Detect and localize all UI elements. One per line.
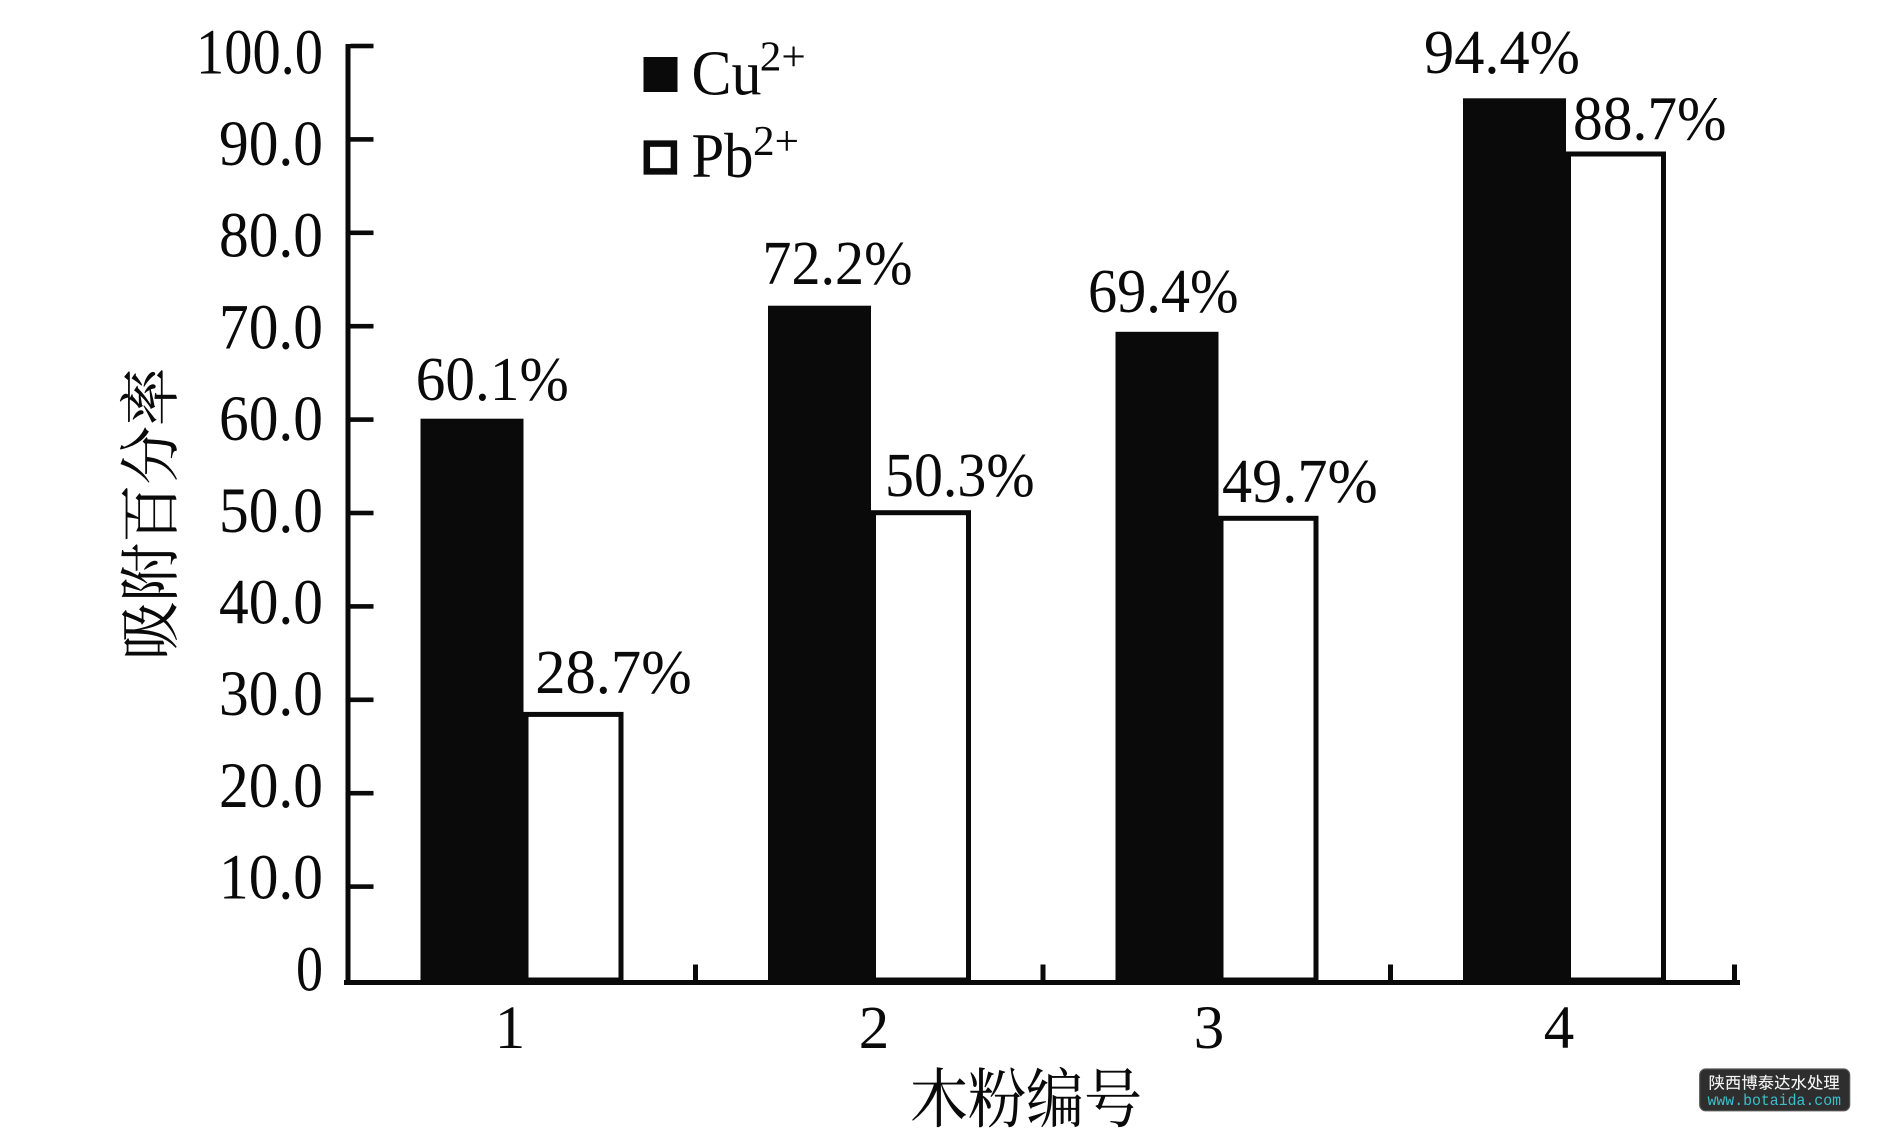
svg-text:60.0: 60.0 (219, 383, 323, 455)
svg-text:Cu: Cu (692, 39, 762, 109)
svg-text:88.7%: 88.7% (1573, 86, 1727, 154)
svg-text:94.4%: 94.4% (1424, 19, 1580, 87)
svg-text:50.3%: 50.3% (885, 442, 1035, 510)
svg-text:Pb: Pb (692, 121, 754, 191)
svg-text:90.0: 90.0 (219, 108, 323, 180)
svg-text:28.7%: 28.7% (535, 639, 692, 707)
svg-text:0: 0 (296, 933, 323, 1005)
svg-text:49.7%: 49.7% (1222, 448, 1378, 516)
svg-text:1: 1 (495, 995, 526, 1062)
svg-text:3: 3 (1194, 995, 1225, 1062)
svg-text:2+: 2+ (760, 35, 806, 81)
svg-text:80.0: 80.0 (219, 200, 323, 272)
svg-text:70.0: 70.0 (219, 291, 323, 363)
svg-text:60.1%: 60.1% (416, 346, 569, 414)
svg-text:30.0: 30.0 (219, 658, 323, 730)
svg-text:4: 4 (1544, 995, 1575, 1062)
svg-text:10.0: 10.0 (219, 842, 323, 914)
svg-text:50.0: 50.0 (219, 475, 323, 547)
svg-text:2: 2 (859, 995, 890, 1062)
svg-text:100.0: 100.0 (196, 16, 323, 88)
svg-text:www.botaida.com: www.botaida.com (1708, 1092, 1842, 1110)
svg-text:72.2%: 72.2% (762, 230, 912, 298)
svg-text:69.4%: 69.4% (1088, 258, 1239, 326)
svg-text:20.0: 20.0 (219, 750, 323, 822)
svg-text:40.0: 40.0 (219, 567, 323, 639)
svg-text:2+: 2+ (753, 119, 799, 165)
